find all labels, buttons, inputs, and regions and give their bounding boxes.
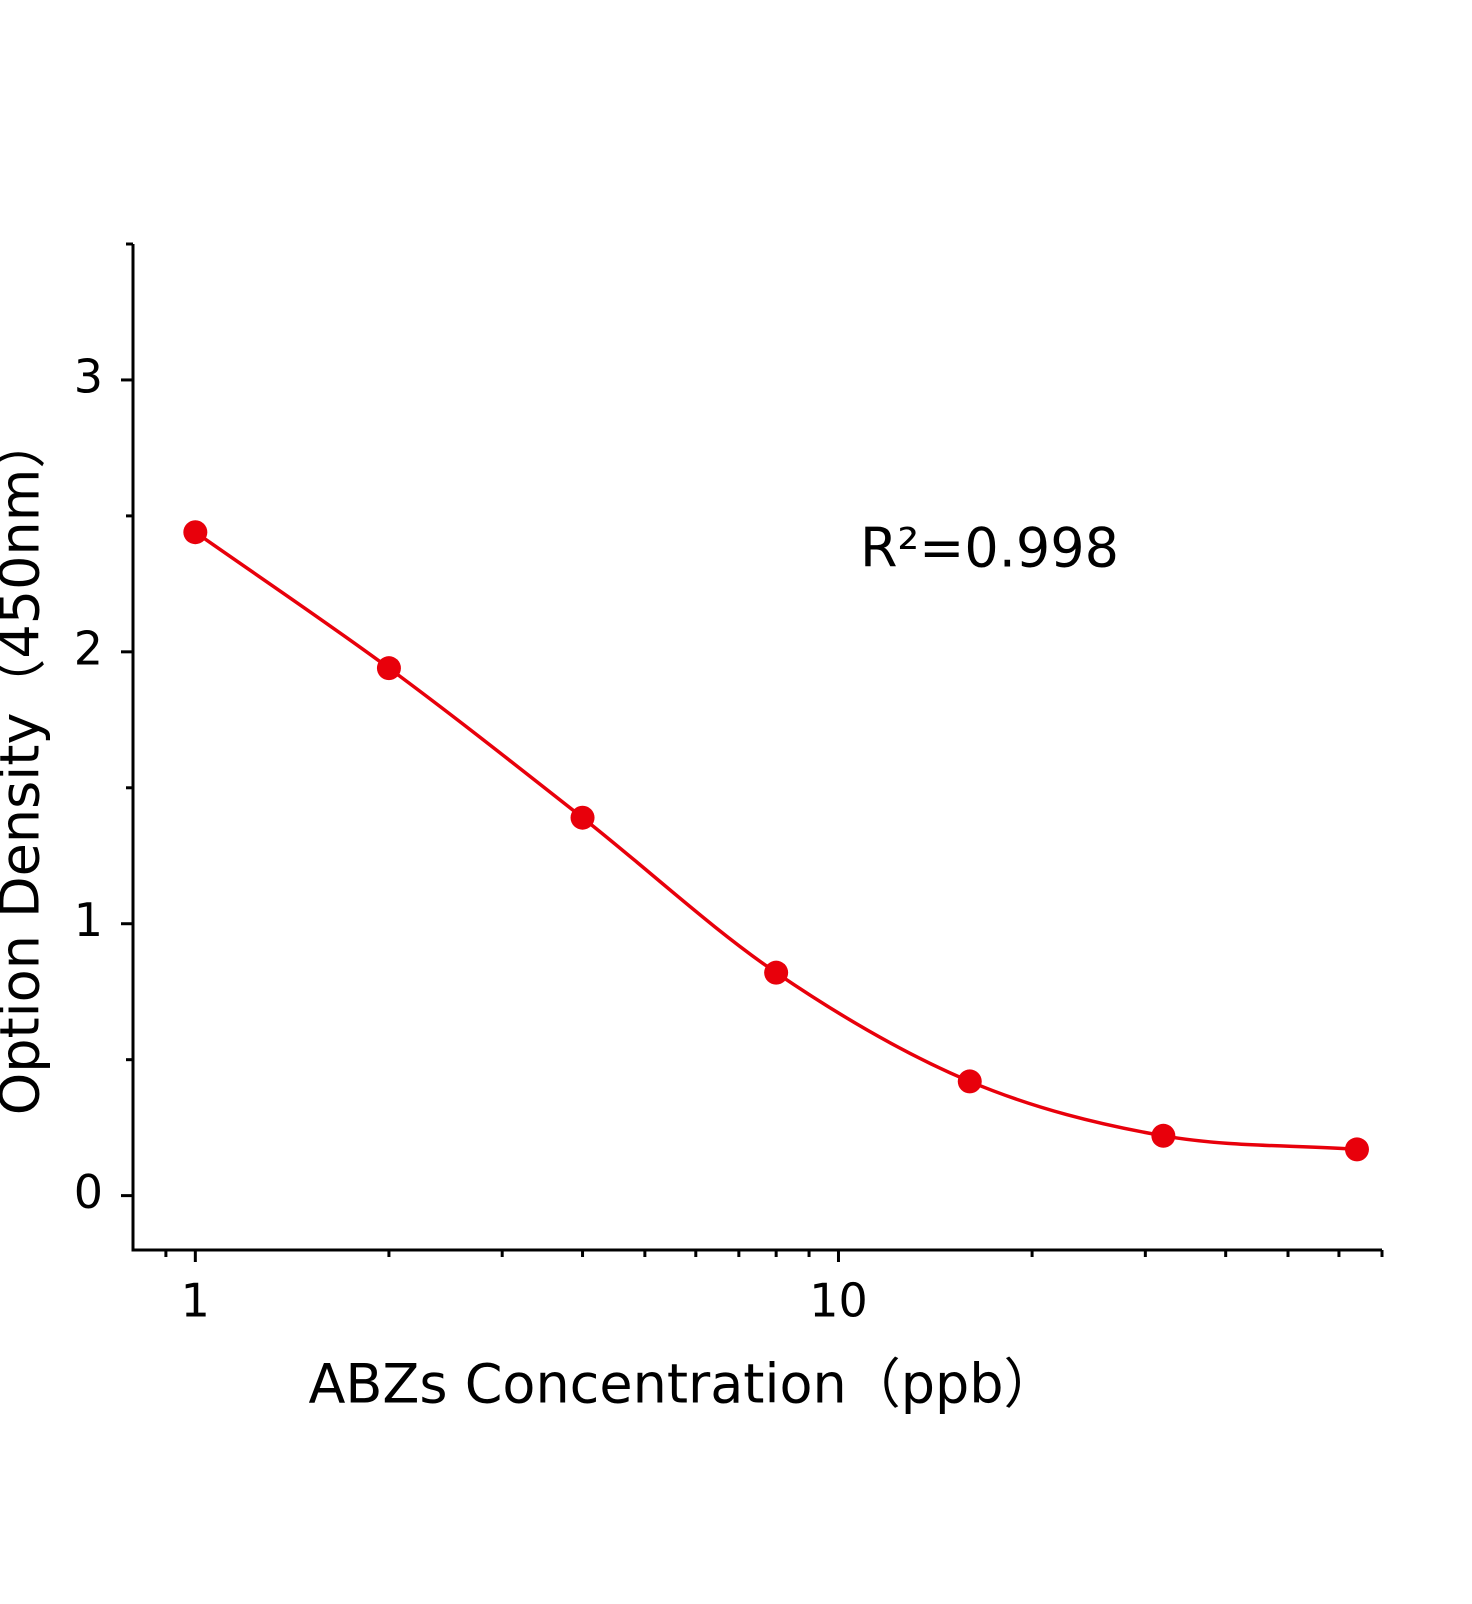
- y-tick-label: 0: [74, 1165, 103, 1219]
- fit-line: [194, 530, 1358, 1152]
- x-tick-label: 10: [809, 1274, 868, 1328]
- data-point: [764, 960, 789, 985]
- y-tick-label: 1: [74, 893, 103, 947]
- data-point: [570, 805, 595, 830]
- annotation: R²=0.998: [860, 517, 1119, 580]
- x-tick-label: 1: [181, 1274, 210, 1328]
- data-point: [376, 656, 401, 681]
- x-axis-title: ABZs Concentration（ppb）: [308, 1353, 1057, 1416]
- data-point: [183, 520, 208, 545]
- y-tick-label: 3: [74, 349, 103, 403]
- y-axis-title: Option Density（450nm）: [0, 415, 52, 1116]
- data-point: [1151, 1123, 1176, 1148]
- data-point: [957, 1069, 982, 1094]
- data-point: [1344, 1137, 1369, 1162]
- y-tick-label: 2: [74, 621, 103, 675]
